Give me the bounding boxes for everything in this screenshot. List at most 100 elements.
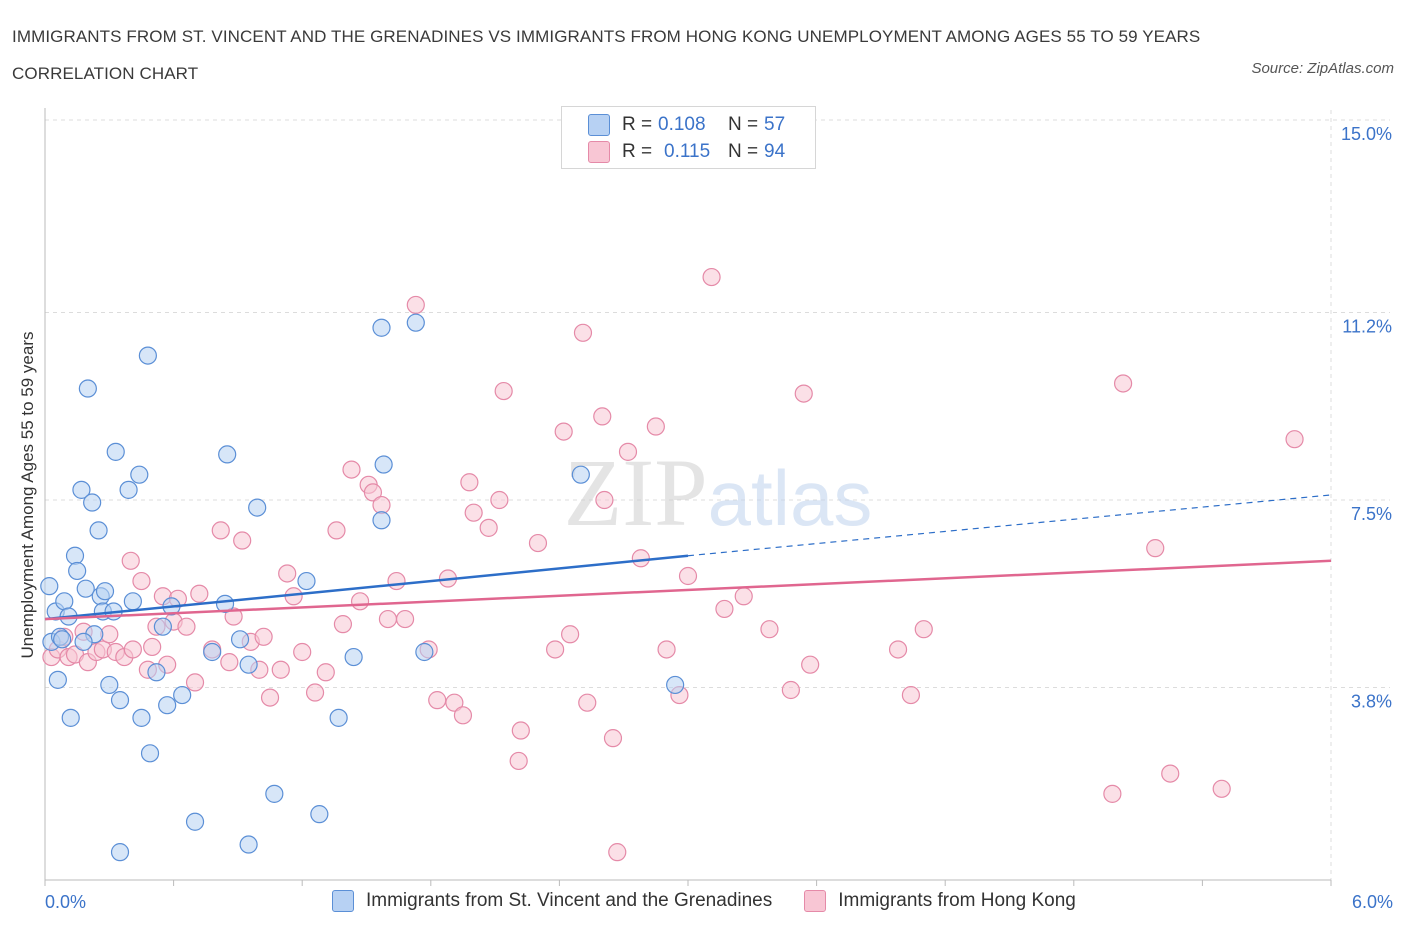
data-point-pink	[546, 640, 565, 659]
data-point-pink	[494, 381, 513, 401]
stats-row-pink: R = 0.115 N = 94	[588, 140, 785, 164]
legend-swatch-blue	[332, 890, 354, 912]
data-point-blue	[215, 594, 235, 613]
data-point-blue	[106, 442, 125, 461]
data-point-pink	[395, 609, 415, 629]
trend-lines	[44, 494, 1332, 621]
series-legend: Immigrants from St. Vincent and the Gren…	[332, 888, 1108, 914]
data-point-blue	[48, 670, 67, 689]
data-point-blue	[130, 465, 149, 484]
data-point-blue	[239, 655, 258, 674]
data-point-pink	[333, 615, 353, 634]
data-point-blue	[218, 445, 237, 464]
data-point-pink	[271, 660, 290, 679]
data-point-pink	[406, 295, 425, 315]
pink-series-points	[42, 267, 1304, 862]
data-point-blue	[372, 318, 391, 337]
data-point-blue	[83, 493, 102, 512]
data-point-pink	[646, 417, 665, 436]
data-point-pink	[801, 655, 820, 674]
data-point-pink	[554, 422, 573, 441]
data-point-pink	[177, 617, 196, 636]
data-point-pink	[342, 460, 361, 479]
data-point-pink	[1113, 374, 1133, 393]
data-point-blue	[95, 582, 115, 601]
data-point-pink	[490, 490, 509, 510]
r-value: 0.115	[664, 141, 711, 162]
data-point-blue	[666, 675, 685, 695]
data-point-blue	[74, 632, 93, 651]
data-point-blue	[239, 835, 258, 854]
data-point-blue	[132, 708, 151, 727]
data-point-blue	[68, 561, 87, 581]
blue-series-points	[40, 313, 685, 862]
y-tick-label: 3.8%	[1351, 691, 1392, 711]
data-point-pink	[794, 384, 813, 403]
data-point-blue	[158, 696, 177, 715]
data-point-pink	[479, 518, 498, 537]
data-point-blue	[147, 663, 166, 682]
stats-row-blue: R = 0.108 N = 57	[588, 113, 785, 137]
data-point-pink	[185, 673, 205, 692]
data-point-pink	[702, 267, 721, 287]
data-point-blue	[89, 521, 108, 540]
data-point-pink	[578, 693, 597, 712]
data-point-blue	[265, 784, 284, 803]
n-value: 57	[764, 114, 786, 135]
data-point-blue	[374, 455, 393, 474]
data-point-blue	[372, 511, 391, 530]
x-tick-label: 6.0%	[1352, 892, 1393, 912]
data-point-pink	[387, 571, 406, 591]
data-point-pink	[1212, 779, 1231, 798]
axes	[44, 108, 1332, 886]
data-point-pink	[143, 637, 162, 657]
data-point-pink	[445, 693, 464, 712]
data-point-pink	[734, 587, 753, 606]
x-tick-label: 0.0%	[45, 892, 86, 912]
data-point-pink	[224, 607, 243, 626]
data-point-blue	[140, 744, 160, 763]
legend-label-pink: Immigrants from Hong Kong	[838, 890, 1076, 911]
data-point-pink	[888, 640, 908, 659]
stats-legend: R = 0.108 N = 57 R = 0.115 N = 94	[561, 106, 816, 169]
data-point-pink	[1146, 539, 1165, 558]
data-point-blue	[119, 480, 138, 499]
data-point-pink	[316, 663, 335, 682]
data-point-pink	[760, 620, 779, 639]
data-point-pink	[305, 683, 325, 702]
data-point-blue	[185, 812, 205, 831]
data-point-pink	[220, 653, 239, 672]
chart-title: IMMIGRANTS FROM ST. VINCENT AND THE GREN…	[12, 27, 1201, 83]
data-point-pink	[121, 551, 140, 570]
data-point-pink	[657, 640, 676, 659]
data-point-blue	[78, 379, 97, 398]
n-label: N =	[728, 141, 759, 162]
data-point-pink	[372, 495, 391, 515]
data-point-pink	[509, 751, 528, 771]
data-point-pink	[278, 564, 297, 583]
legend-item-blue[interactable]: Immigrants from St. Vincent and the Gren…	[332, 890, 772, 912]
data-point-blue	[55, 592, 74, 611]
data-point-pink	[631, 549, 650, 568]
legend-label-blue: Immigrants from St. Vincent and the Gren…	[366, 890, 773, 911]
data-point-pink	[233, 531, 252, 550]
legend-swatch-blue	[588, 114, 610, 136]
data-point-blue	[61, 708, 80, 727]
data-point-blue	[76, 579, 95, 598]
data-point-blue	[310, 805, 329, 824]
data-point-pink	[327, 521, 346, 540]
y-tick-label: 15.0%	[1341, 124, 1392, 144]
data-point-pink	[511, 721, 530, 740]
y-axis-label: Unemployment Among Ages 55 to 59 years	[18, 331, 37, 659]
r-value: 0.108	[658, 114, 706, 135]
legend-item-pink[interactable]: Immigrants from Hong Kong	[804, 890, 1076, 912]
data-point-pink	[914, 620, 933, 639]
data-point-pink	[363, 483, 383, 502]
data-point-blue	[248, 498, 267, 517]
data-point-pink	[561, 625, 580, 644]
trend-line-blue	[44, 554, 689, 621]
data-point-blue	[571, 465, 590, 484]
trend-line-pink	[44, 559, 1332, 621]
data-point-blue	[123, 592, 142, 611]
